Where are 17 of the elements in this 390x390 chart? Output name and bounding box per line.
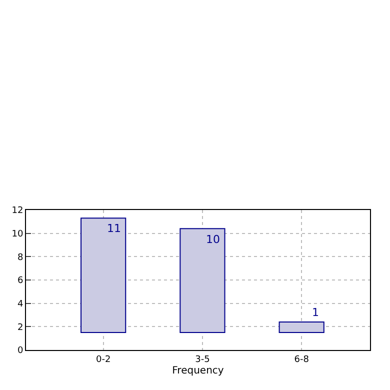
x-tick-label: 6-8 bbox=[294, 354, 310, 365]
y-tick-label: 2 bbox=[17, 322, 24, 333]
data-label: 1 bbox=[312, 306, 319, 319]
bar bbox=[80, 218, 126, 333]
y-tick-label: 12 bbox=[12, 206, 24, 216]
y-tick-label: 4 bbox=[17, 299, 24, 310]
y-tick-label: 6 bbox=[17, 276, 24, 286]
x-tick-label: 3-5 bbox=[195, 354, 210, 365]
y-tick-label: 10 bbox=[12, 229, 24, 240]
data-label: 11 bbox=[107, 222, 121, 235]
x-tick-label: 0-2 bbox=[96, 354, 111, 365]
y-tick-label: 0 bbox=[17, 346, 24, 356]
y-tick-label: 8 bbox=[17, 252, 24, 263]
bar bbox=[278, 322, 324, 333]
bar bbox=[180, 228, 226, 333]
x-axis-title: Frequency bbox=[172, 365, 224, 376]
data-label: 10 bbox=[206, 233, 220, 246]
